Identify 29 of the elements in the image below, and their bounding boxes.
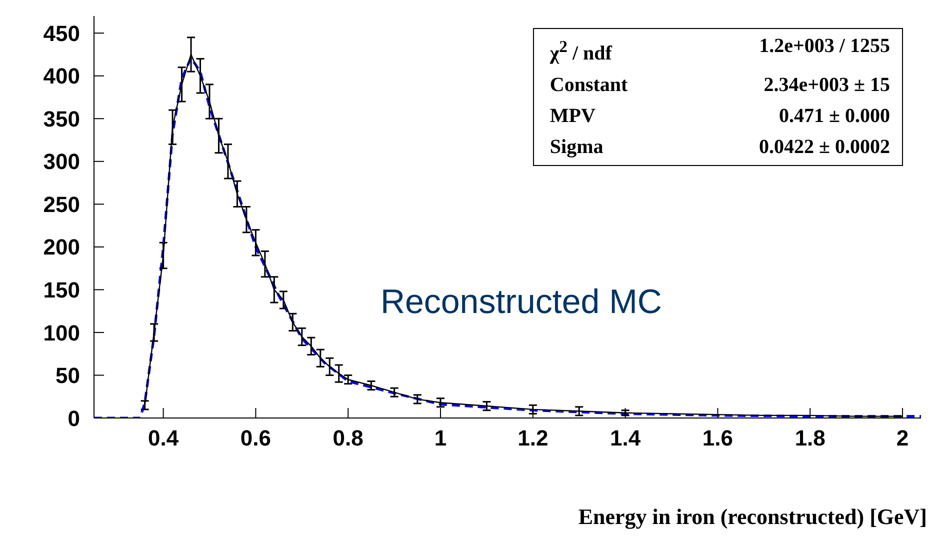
y-tick-label: 450 <box>43 20 80 46</box>
y-tick-label: 300 <box>43 149 80 174</box>
y-tick-label: 50 <box>56 363 80 388</box>
x-tick-label: 2 <box>896 426 909 451</box>
annotation: Constant <box>550 72 628 98</box>
x-tick-label: 1 <box>434 426 447 451</box>
annotation: 1.2e+003 / 1255 <box>759 34 890 59</box>
x-tick-label: 1.2 <box>518 426 548 451</box>
x-tick-label: 1.6 <box>702 426 734 451</box>
annotation: 0.0422 ± 0.0002 <box>759 134 890 160</box>
y-tick-label: 0 <box>68 406 80 431</box>
x-tick-label: 0.6 <box>240 426 271 451</box>
x-tick-label: 1.4 <box>610 426 642 451</box>
annotation: 0.471 ± 0.000 <box>779 104 890 129</box>
y-tick-label: 350 <box>43 106 80 132</box>
annotation: χ$^{2}$ / ndf <box>550 36 612 67</box>
y-tick-label: 400 <box>43 64 80 89</box>
y-tick-label: 200 <box>43 234 80 260</box>
annotation: Sigma <box>550 134 604 160</box>
y-tick-label: 250 <box>43 192 80 217</box>
x-tick-label: 0.8 <box>332 426 364 451</box>
y-tick-label: 150 <box>43 278 80 303</box>
annotation: Reconstructed MC <box>380 283 662 321</box>
x-axis-title: Energy in iron (reconstructed) [GeV] <box>578 504 927 529</box>
x-tick-label: 1.8 <box>794 426 826 451</box>
annotation: 2.34e+003 ± 15 <box>764 72 890 98</box>
x-tick-label: 0.4 <box>148 426 180 451</box>
annotation: MPV <box>550 104 596 129</box>
y-tick-label: 100 <box>43 320 80 346</box>
